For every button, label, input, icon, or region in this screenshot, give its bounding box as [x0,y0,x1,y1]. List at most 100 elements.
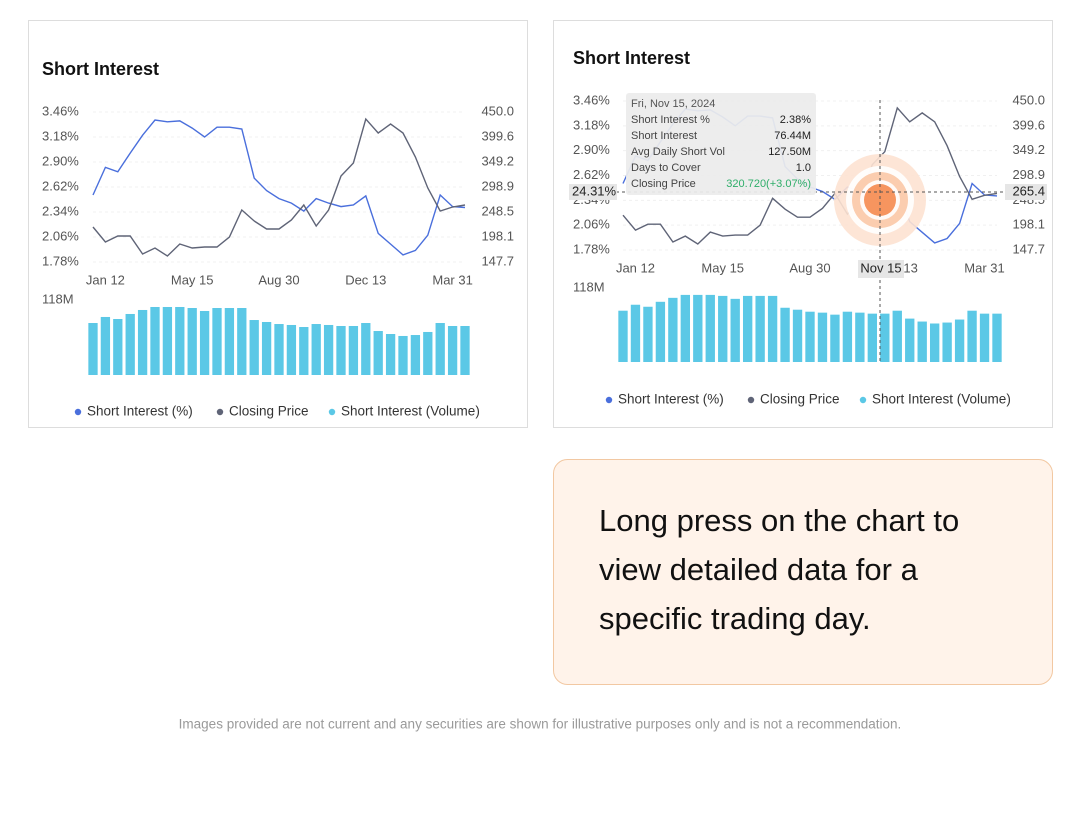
y-tick-label: 2.06% [42,228,79,243]
bar [125,313,135,375]
bar [693,294,703,362]
y-tick-label: 3.18% [42,128,79,143]
bar [373,331,383,375]
bar [892,310,902,362]
y2-tick-label: 198.1 [481,228,514,243]
x-tick-label: Aug 30 [789,260,830,275]
line [622,106,998,245]
bar [780,307,790,362]
y2-tick-label: 298.9 [1012,167,1045,182]
tooltip-value: 1.0 [796,162,811,174]
crosshair-x-label: Nov 15 [860,260,901,275]
bar [150,306,160,375]
legend-label: Closing Price [229,404,309,419]
y2-tick-label: 147.7 [1012,241,1045,256]
bar [286,324,297,375]
bar [249,320,259,375]
crosshair-label-bg [1005,184,1047,200]
legend-dot [859,396,867,404]
bar [348,325,359,375]
y-tick-label: 3.18% [573,117,610,132]
bar [830,314,840,362]
y2-tick-label: 198.1 [1012,217,1045,232]
line [92,117,466,257]
bar [867,313,878,362]
legend-dot [747,396,755,404]
tooltip-label: Avg Daily Short Vol [631,146,725,158]
bar [954,319,965,362]
bar [199,310,210,375]
bar [212,308,222,375]
bar [730,298,740,362]
bar [643,306,653,362]
bar [423,331,433,375]
y2-tick-label: 399.6 [481,128,514,143]
chart-title: Short Interest [573,48,690,68]
bar [742,295,753,362]
bar [162,306,173,375]
legend-label: Short Interest (%) [87,404,193,419]
bar [817,312,828,362]
x-tick-label: Dec 13 [345,272,386,287]
caption-box [553,459,1053,685]
bar [299,327,309,375]
tooltip-title: Fri, Nov 15, 2024 [631,98,715,110]
x-tick-label: May 15 [701,260,744,275]
y-tick-label: 3.46% [42,103,79,118]
caption-line: specific trading day. [599,601,871,636]
y-tick-label: 1.78% [573,241,610,256]
y2-tick-label: 248.5 [481,203,514,218]
bar [979,313,990,362]
bar [385,334,396,375]
bar [323,324,334,375]
bar [767,295,778,362]
bar [410,335,421,375]
highlight-ring [864,184,896,216]
tooltip-label: Days to Cover [631,162,701,174]
bar [792,309,803,362]
bar [274,324,284,375]
y-tick-label: 2.06% [573,217,610,232]
tooltip-value: 2.38% [780,114,811,126]
disclaimer: Images provided are not current and any … [179,717,902,732]
bar [113,319,123,375]
card [553,20,1053,428]
y2-tick-label: 450.0 [1012,92,1045,107]
y2-tick-label: 147.7 [481,253,514,268]
y-tick-label: 2.34% [42,203,79,218]
bar [88,323,98,375]
legend-dot [216,408,224,416]
crosshair-label-bg [858,260,904,278]
bar [929,323,940,362]
bar [187,308,197,375]
x-tick-label: Mar 31 [432,272,472,287]
bar [668,297,678,362]
legend-dot [328,408,336,416]
x-tick-label: Mar 31 [964,260,1004,275]
y2-tick-label: 349.2 [481,153,514,168]
tooltip-label: Short Interest % [631,114,710,126]
y3-tick-label: 118M [573,279,605,294]
y2-tick-label: 349.2 [1012,142,1045,157]
y-tick-label: 2.90% [573,142,610,157]
y-tick-label: 3.46% [573,92,610,107]
y-tick-label: 2.90% [42,153,79,168]
bar [855,312,865,362]
x-tick-label: May 15 [171,272,214,287]
tooltip-label: Short Interest [631,130,697,142]
bar [175,306,185,375]
bar [718,295,728,362]
crosshair-y2-label: 265.4 [1012,183,1045,198]
tooltip-value: 76.44M [774,130,811,142]
bar [967,310,977,362]
bar [905,318,915,362]
caption-line: Long press on the chart to [599,503,959,538]
tooltip-label: Closing Price [631,178,696,190]
y2-tick-label: 450.0 [481,103,514,118]
bar [261,321,272,375]
y2-tick-label: 298.9 [481,178,514,193]
legend-dot [605,396,613,404]
bar [755,295,765,362]
bar [630,304,641,362]
